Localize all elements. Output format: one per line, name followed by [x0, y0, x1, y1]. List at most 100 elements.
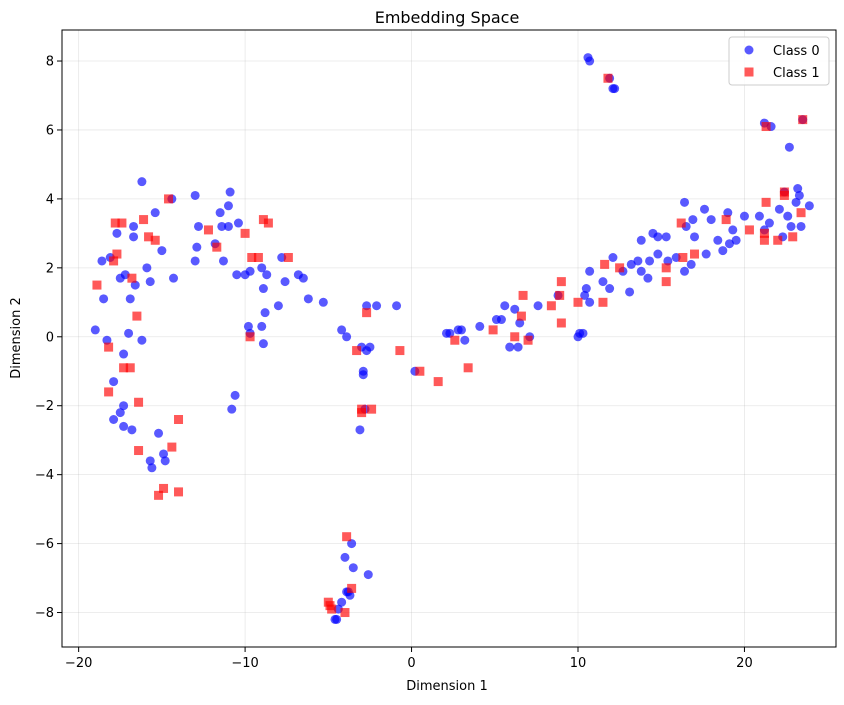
class-0-point: [585, 56, 595, 66]
class-0-point: [533, 301, 543, 311]
y-tick-label: −6: [35, 537, 54, 552]
class-1-point: [761, 122, 771, 132]
class-0-point: [142, 263, 152, 273]
legend-box: [728, 36, 830, 86]
class-0-point: [578, 328, 588, 338]
class-0-point: [774, 204, 784, 214]
legend-label-class-1: Class 1: [773, 66, 820, 81]
class-0-point: [159, 449, 169, 459]
class-1-point: [744, 225, 754, 235]
class-0-point: [232, 270, 242, 280]
class-0-point: [728, 225, 738, 235]
class-1-point: [510, 332, 520, 342]
class-0-point: [192, 242, 202, 252]
class-0-point: [626, 259, 636, 269]
class-0-point: [690, 232, 700, 242]
class-0-point: [280, 277, 290, 287]
class-0-point: [348, 563, 358, 573]
class-0-point: [365, 342, 375, 352]
class-1-point: [167, 442, 177, 452]
y-tick-label: 6: [46, 123, 54, 138]
class-0-point: [217, 221, 227, 231]
class-0-point: [513, 342, 523, 352]
class-0-point: [90, 325, 100, 335]
class-0-point: [701, 249, 711, 259]
class-0-point: [119, 401, 129, 411]
class-1-point: [212, 242, 222, 252]
class-0-point: [258, 284, 268, 294]
class-1-point: [283, 252, 293, 262]
class-1-point: [174, 487, 184, 497]
class-0-point: [496, 315, 506, 325]
class-1-point: [523, 335, 533, 345]
y-tick-label: −4: [35, 468, 54, 483]
class-1-point: [104, 387, 114, 397]
class-0-point: [700, 204, 710, 214]
class-1-point: [159, 483, 169, 493]
x-tick-label: 20: [736, 656, 753, 671]
class-1-point: [92, 280, 102, 290]
class-0-point: [456, 325, 466, 335]
class-0-point: [680, 197, 690, 207]
class-1-point: [759, 228, 769, 238]
plot-area-frame: [61, 29, 837, 648]
class-0-point: [223, 221, 233, 231]
class-1-point: [150, 235, 160, 245]
class-0-point: [731, 235, 741, 245]
class-1-point: [352, 346, 362, 356]
class-1-point: [154, 490, 164, 500]
class-0-point: [260, 308, 270, 318]
class-1-point: [342, 532, 352, 542]
class-0-point: [130, 280, 140, 290]
class-1-point: [555, 290, 565, 300]
class-1-point: [110, 218, 120, 228]
class-0-point: [109, 377, 119, 387]
class-0-point: [500, 301, 510, 311]
class-0-point: [145, 277, 155, 287]
class-1-point: [263, 218, 273, 228]
class-1-point: [104, 342, 114, 352]
class-0-point: [355, 425, 365, 435]
class-1-point: [258, 215, 268, 225]
class-0-point: [102, 335, 112, 345]
class-0-point: [764, 218, 774, 228]
class-0-point: [273, 301, 283, 311]
class-0-point: [332, 614, 342, 624]
class-0-point: [791, 197, 801, 207]
class-1-point: [433, 377, 443, 387]
class-0-point: [150, 208, 160, 218]
class-0-point: [318, 297, 328, 307]
class-0-point: [137, 335, 147, 345]
class-0-point: [243, 321, 253, 331]
class-0-point: [109, 415, 119, 425]
class-1-point: [600, 259, 610, 269]
class-0-point: [372, 301, 382, 311]
grid-lines: [62, 30, 836, 647]
class-0-point: [724, 239, 734, 249]
class-1-point: [415, 366, 425, 376]
class-0-point: [129, 232, 139, 242]
class-0-point: [303, 294, 313, 304]
class-0-point: [233, 218, 243, 228]
class-0-point: [608, 252, 618, 262]
class-1-point: [144, 232, 154, 242]
class-0-point: [145, 456, 155, 466]
class-1-point: [117, 218, 127, 228]
class-0-point: [193, 221, 203, 231]
y-tick-label: 2: [46, 261, 54, 276]
class-0-point: [475, 321, 485, 331]
class-1-point: [463, 363, 473, 373]
class-0-point: [718, 246, 728, 256]
legend-square-marker-icon: [744, 67, 754, 77]
class-0-point: [127, 425, 137, 435]
class-0-point: [160, 456, 170, 466]
class-0-point: [340, 552, 350, 562]
y-tick-label: −2: [35, 399, 54, 414]
class-0-point: [99, 294, 109, 304]
class-0-point: [643, 273, 653, 283]
class-1-point: [119, 363, 129, 373]
class-1-point: [573, 297, 583, 307]
